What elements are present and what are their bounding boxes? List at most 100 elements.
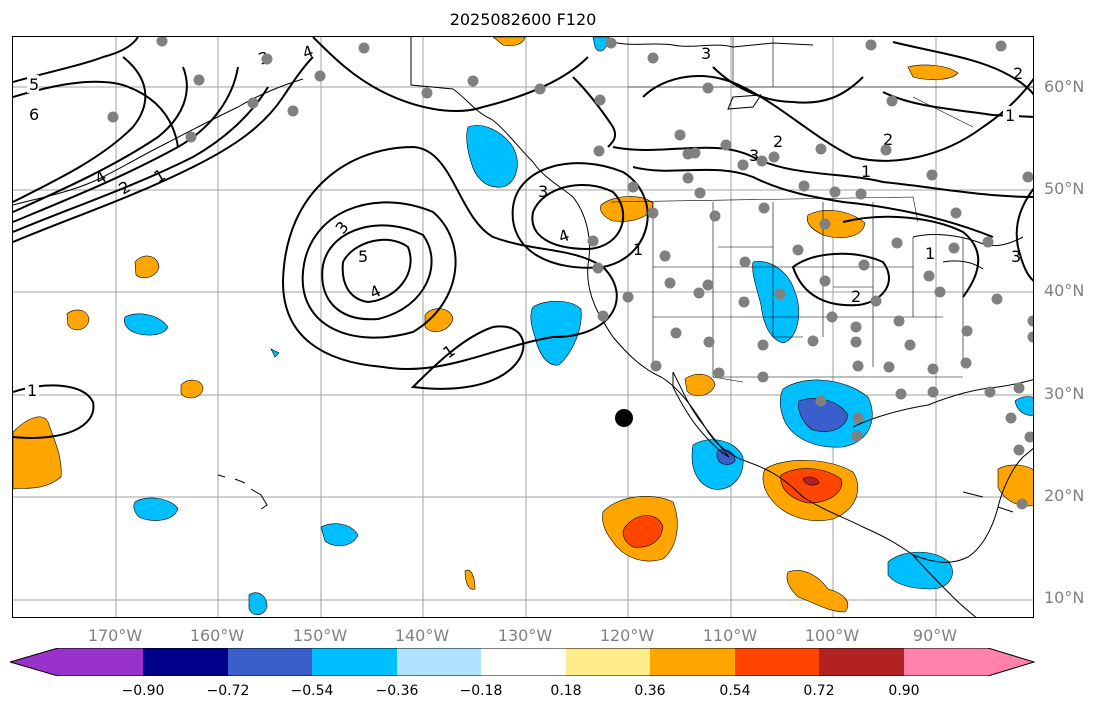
positive-anomaly [600,196,654,222]
negative-anomaly [248,592,268,616]
contour-label: 1 [633,240,643,259]
lat-label: 10°N [1044,588,1085,607]
shaded-regions [13,37,1033,616]
great-lakes [912,234,1024,270]
contour-label: 2 [883,130,893,149]
contour-line [572,76,617,148]
contour-line [281,145,618,371]
colorbar-segment [650,648,735,676]
colorbar-tick-label: 0.90 [888,683,920,699]
contour-line [531,184,625,251]
colorbar-segment [481,648,566,676]
positive-anomaly [492,37,526,47]
colorbar-tick-label: 0.18 [550,683,582,699]
contour-label: 3 [749,146,759,165]
colorbar [8,647,1036,680]
lon-label: 100°W [804,626,860,645]
colorbar-segment [228,648,312,676]
strong-positive-anomaly [780,468,842,504]
hawaii [217,474,268,510]
positive-anomaly [786,570,849,613]
contour-line [301,201,457,339]
colorbar-tick-label: −0.36 [375,683,419,699]
contour-lines [13,37,1033,439]
contour-label: 4 [300,41,316,62]
contour-label: 1 [1005,106,1015,125]
lon-label: 140°W [394,626,450,645]
contour-line [312,37,589,113]
positive-anomaly [13,416,62,490]
hudson-coast [727,94,762,110]
negative-anomaly [133,497,179,521]
contour-line [13,56,147,203]
map-title: 2025082600 F120 [449,10,597,29]
colorbar-segment [735,648,819,676]
contour-label: 1 [27,381,37,400]
negative-anomaly [270,348,280,358]
map-panel: 5 6 4 2 1 3 3 4 5 4 3 1 1 4 3 2 3 2 1 1 … [12,36,1034,618]
lat-label: 30°N [1044,384,1085,403]
contour-line [13,66,239,223]
contour-line [632,166,994,238]
colorbar-tick-label: −0.72 [206,683,250,699]
contour-line [511,162,649,269]
contour-label: 1 [861,162,871,181]
lon-label: 130°W [497,626,553,645]
colorbar-segment [312,648,397,676]
contour-line [612,146,1033,198]
contour-line [13,66,188,213]
contour-label: 3 [538,182,548,201]
caribbean-isles [962,491,1014,513]
contour-line [642,75,1033,162]
lat-label: 20°N [1044,486,1085,505]
negative-anomaly [320,523,359,547]
contour-label: 4 [92,167,110,189]
contour-label: 4 [556,225,572,246]
contour-line [13,56,314,243]
lon-label: 120°W [599,626,655,645]
contour-line [892,41,1033,96]
lat-label: 60°N [1044,77,1085,96]
colorbar-segment [566,648,650,676]
positive-anomaly [180,379,204,399]
contour-line [13,86,269,233]
lon-label: 110°W [702,626,758,645]
colorbar-tick-label: 0.36 [634,683,666,699]
colorbar-tick-label: −0.90 [121,683,165,699]
lon-label: 150°W [292,626,348,645]
contour-label: 2 [1013,64,1023,83]
lat-label: 40°N [1044,281,1085,300]
contour-label: 3 [1011,247,1021,266]
contour-line [13,37,139,83]
lon-label: 160°W [189,626,245,645]
contour-line [712,66,864,104]
strong-positive-anomaly [622,515,664,548]
colorbar-segment [397,648,481,676]
contour-label: 6 [29,105,39,124]
positive-anomaly [997,464,1033,507]
arctic-coast [612,41,814,48]
contour-line [13,80,179,148]
colorbar-segment [10,648,143,676]
colorbar-tick-label: 0.72 [803,683,835,699]
contour-label: 2 [851,287,861,306]
contour-line [321,224,433,321]
negative-anomaly [530,300,582,366]
colorbar-segment [904,648,1034,676]
contour-line [791,252,890,307]
contour-label: 5 [358,247,368,266]
positive-anomaly [684,373,716,397]
contour-line [13,384,95,439]
positive-anomaly [424,308,454,332]
negative-anomaly [1014,396,1033,416]
contour-label: 1 [925,244,935,263]
station-dots [107,37,1033,510]
positive-anomaly [134,255,160,279]
contour-line [842,215,980,298]
contour-label: 5 [29,75,39,94]
lon-label: 90°W [912,626,958,645]
positive-anomaly [66,309,90,331]
negative-anomaly [123,313,169,336]
central-america [912,554,977,617]
black-point-marker [615,409,633,427]
